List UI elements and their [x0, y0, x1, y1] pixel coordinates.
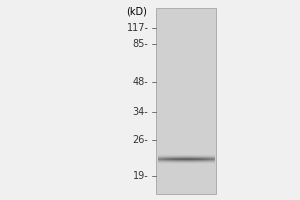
Text: (kD): (kD) — [126, 7, 147, 17]
Text: 26-: 26- — [133, 135, 148, 145]
Text: 19-: 19- — [133, 171, 148, 181]
Text: 34-: 34- — [133, 107, 148, 117]
Text: 117-: 117- — [127, 23, 148, 33]
Text: 48-: 48- — [133, 77, 148, 87]
Bar — [156, 8, 216, 194]
Text: A549: A549 — [172, 0, 200, 2]
Text: 85-: 85- — [133, 39, 148, 49]
